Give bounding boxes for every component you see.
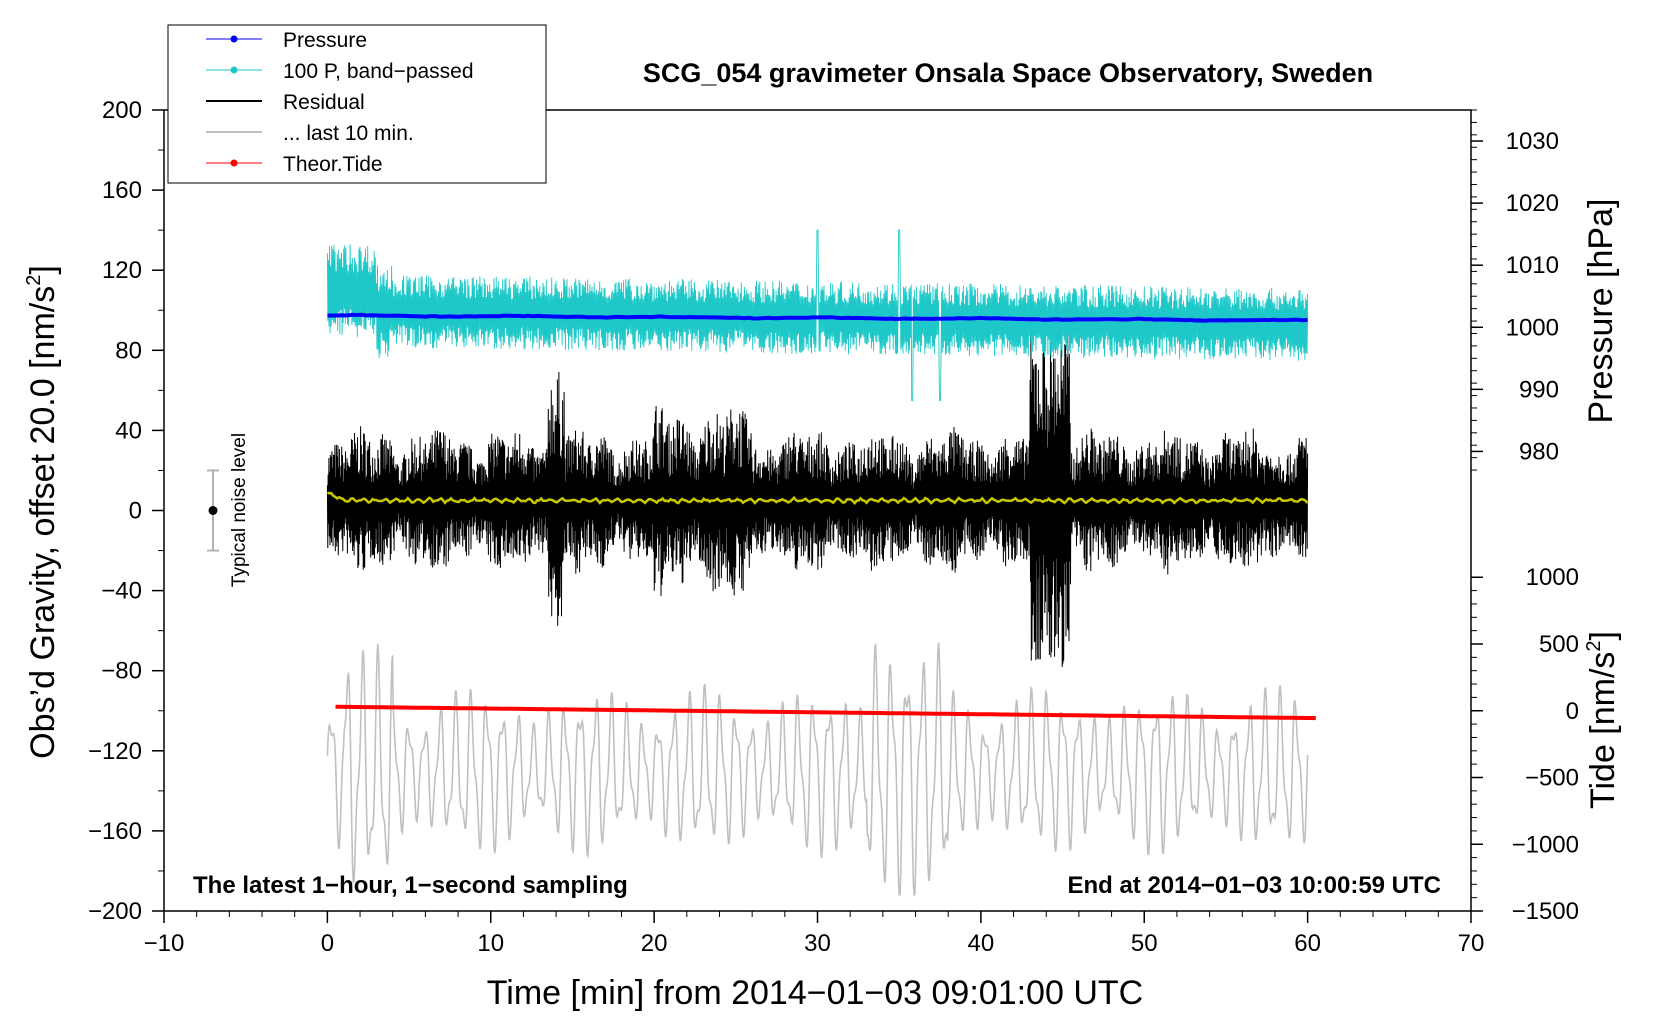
left-tick-label: 40 — [115, 417, 142, 444]
series-bandpassed-line — [326, 229, 1309, 401]
series-residual-smooth-line — [326, 491, 1309, 506]
series-layer — [326, 229, 1316, 897]
noise-label: Typical noise level — [229, 433, 250, 587]
legend-label-residual: Residual — [283, 91, 365, 114]
tide-axis-title-tail: ] — [1584, 631, 1622, 640]
left-tick-label: 200 — [102, 97, 142, 124]
legend-label-bandpassed: 100 P, band−passed — [283, 60, 474, 83]
left-tick-label: −200 — [88, 898, 142, 925]
series-pressure-line — [327, 312, 1308, 323]
pressure-tick-label: 1000 — [1506, 314, 1559, 341]
left-tick-label: −80 — [101, 658, 142, 685]
noise-dot — [208, 506, 218, 515]
tide-axis-title-main: Tide [nm/s — [1584, 652, 1622, 809]
tide-tick-label: 0 — [1566, 698, 1579, 725]
left-tick-label: 120 — [102, 257, 142, 284]
x-tick-label: 20 — [641, 930, 668, 957]
legend-item-tide: Theor.Tide — [206, 153, 383, 176]
left-tick-label: 0 — [129, 498, 142, 525]
left-tick-label: 160 — [102, 177, 142, 204]
left-axis-title-sup: 2 — [23, 275, 45, 286]
legend-item-last10: ... last 10 min. — [206, 122, 414, 145]
left-tick-label: −40 — [101, 578, 142, 605]
pressure-tick-label: 1020 — [1506, 190, 1559, 217]
legend-item-residual: Residual — [206, 91, 365, 114]
left-axis-title-main: Obs’d Gravity, offset 20.0 [nm/s — [24, 286, 62, 759]
x-tick-label: 40 — [968, 930, 995, 957]
legend-item-bandpassed: 100 P, band−passed — [206, 60, 474, 83]
x-tick-label: 70 — [1458, 930, 1485, 957]
series-tide-line — [335, 704, 1316, 721]
tide-axis-title-sup: 2 — [1583, 640, 1605, 651]
legend-marker-bandpassed — [230, 66, 238, 74]
legend: Pressure 100 P, band−passed Residual ...… — [167, 24, 547, 184]
tide-tick-label: −500 — [1525, 765, 1579, 792]
left-tick-label: −160 — [88, 818, 142, 845]
tide-axis-title: Tide [nm/s2] — [1583, 631, 1622, 809]
x-tick-label: 10 — [477, 930, 504, 957]
pressure-tick-label: 1010 — [1506, 252, 1559, 279]
left-axis-title-tail: ] — [24, 265, 62, 274]
pressure-tick-label: 1030 — [1506, 128, 1559, 155]
chart-title: SCG_054 gravimeter Onsala Space Observat… — [643, 58, 1373, 88]
legend-box — [167, 24, 547, 184]
tide-tick-label: −1000 — [1512, 831, 1579, 858]
right-annotation: End at 2014−01−03 10:00:59 UTC — [1067, 872, 1441, 899]
left-tick-label: −120 — [88, 738, 142, 765]
tide-tick-label: −1500 — [1512, 898, 1579, 925]
legend-label-tide: Theor.Tide — [283, 153, 383, 176]
pressure-tick-label: 980 — [1519, 438, 1559, 465]
left-axis-title: Obs’d Gravity, offset 20.0 [nm/s2] — [23, 265, 62, 759]
legend-label-last10: ... last 10 min. — [283, 122, 414, 145]
x-tick-label: 30 — [804, 930, 831, 957]
legend-item-pressure: Pressure — [206, 29, 367, 52]
axis-layer: −10 0 10 20 30 40 50 60 7020016012080400−40−80−1… — [88, 97, 1579, 957]
left-tick-label: 80 — [115, 337, 142, 364]
x-axis-title: Time [min] from 2014−01−03 09:01:00 UTC — [487, 974, 1143, 1012]
noise-marker: Typical noise level — [207, 433, 250, 587]
pressure-tick-label: 990 — [1519, 376, 1559, 403]
pressure-axis-title: Pressure [hPa] — [1582, 199, 1620, 424]
tide-tick-label: 1000 — [1526, 564, 1579, 591]
x-tick-label: 50 — [1131, 930, 1158, 957]
legend-marker-pressure — [230, 35, 238, 43]
series-residual-line — [326, 332, 1309, 668]
series-last10-line — [326, 642, 1309, 897]
tide-tick-label: 500 — [1539, 631, 1579, 658]
left-annotation: The latest 1−hour, 1−second sampling — [193, 872, 628, 899]
x-tick-label: −10 — [144, 930, 185, 957]
legend-label-pressure: Pressure — [283, 29, 367, 52]
x-tick-label: 60 — [1294, 930, 1321, 957]
legend-marker-tide — [230, 159, 238, 167]
x-tick-label: 0 — [321, 930, 334, 957]
